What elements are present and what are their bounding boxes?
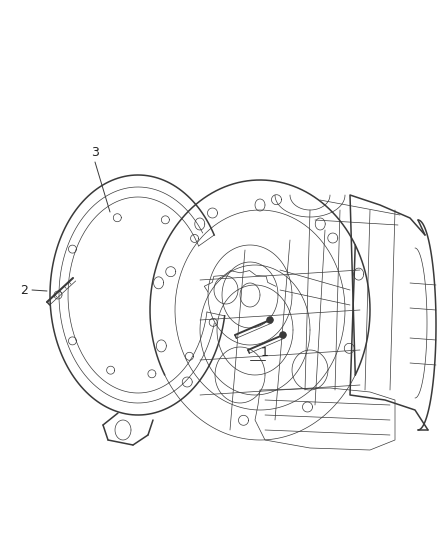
Text: 1: 1	[261, 345, 269, 359]
Polygon shape	[267, 317, 273, 323]
Polygon shape	[280, 332, 286, 338]
Text: 3: 3	[91, 147, 99, 159]
Text: 2: 2	[20, 284, 28, 296]
